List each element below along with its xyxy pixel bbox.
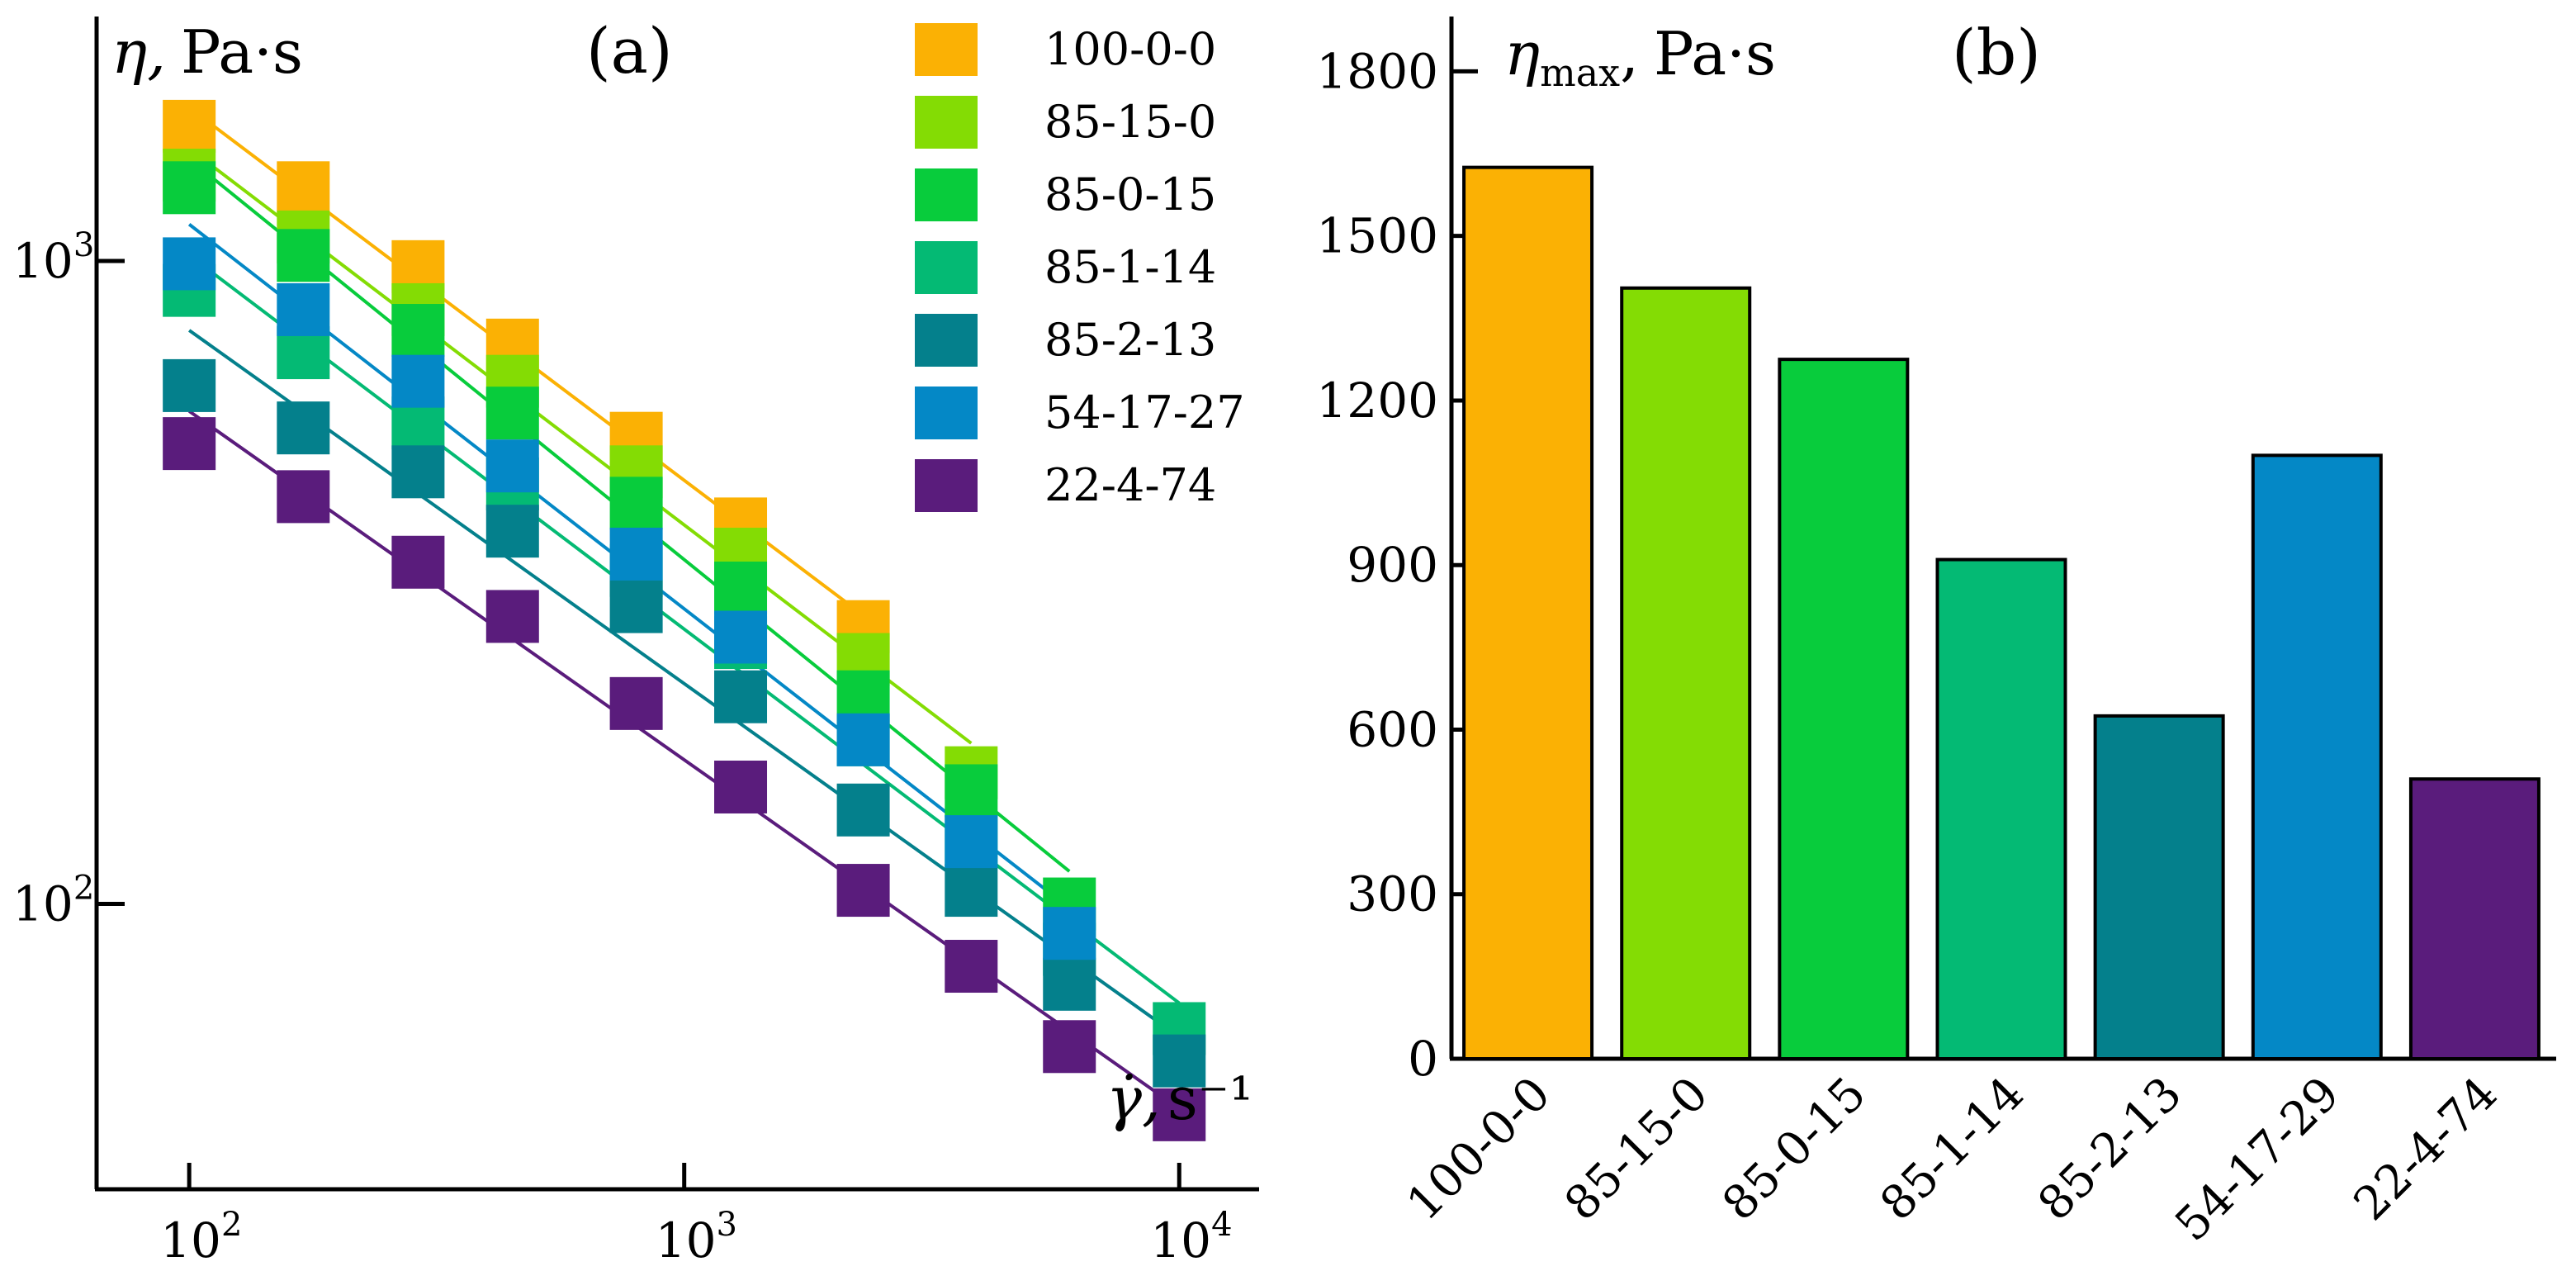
panel-a-legend: 100-0-0 85-15-0 85-0-15 85-1-14 85-2-13 54-17…: [915, 23, 1245, 512]
panel-a-x-axis-title: γ̇, s⁻¹: [1106, 1064, 1253, 1133]
panel-a-legend-label: 85-1-14: [1044, 241, 1216, 293]
panel-a-data-point: [485, 439, 539, 493]
panel-a-data-point: [836, 864, 890, 918]
panel-b-bar: [2408, 777, 2540, 1060]
panel-a-data-point: [163, 161, 216, 215]
panel-a-y-tick-label: 102: [12, 870, 94, 932]
panel-a-fit-line: [187, 254, 1181, 1005]
panel-a-data-point: [945, 764, 998, 818]
panel-a-data-point: [277, 229, 330, 282]
panel-a-data-point: [391, 304, 445, 358]
panel-b-bars: [1462, 165, 2540, 1061]
panel-a-legend-swatch: [915, 168, 978, 221]
panel-b-y-axis-title: ηmax, Pa·s: [1504, 19, 1776, 95]
panel-a-data-point: [714, 562, 768, 615]
panel-a-y-axis-title: η, Pa·s: [111, 17, 303, 87]
panel-a-legend-label: 54-17-27: [1044, 387, 1245, 439]
panel-a-data-point: [391, 535, 445, 589]
panel-b-category-label: 100-0-0: [1397, 1067, 1561, 1231]
panel-b-bar: [1462, 165, 1594, 1061]
panel-a-label: (a): [586, 14, 673, 88]
panel-a-data-points: [163, 99, 1206, 1141]
panel-b-y-tick-label: 0: [1408, 1031, 1438, 1087]
panel-a-data-point: [714, 670, 768, 723]
panel-b-bar: [1620, 286, 1752, 1060]
panel-a-data-point: [485, 387, 539, 440]
panel-a-data-point: [485, 505, 539, 558]
panel-a-legend-label: 100-0-0: [1044, 23, 1216, 75]
panel-a-legend-label: 85-0-15: [1044, 168, 1216, 221]
panel-b-y-tick-label: 1800: [1316, 43, 1438, 99]
panel-a-x-tick-label: 104: [1150, 1206, 1232, 1269]
panel-b-y-ticks: 0 300 600 900 1200 1500 1800: [1316, 43, 1478, 1087]
panel-a-legend-swatch: [915, 387, 978, 439]
panel-b-bar: [1778, 358, 1910, 1060]
panel-b-label: (b): [1952, 16, 2041, 89]
panel-a-fit-lines: [187, 106, 1181, 1110]
panel-a-y-ticks: 102 103: [12, 226, 125, 932]
panel-a-data-point: [277, 470, 330, 524]
panel-a-data-point: [391, 445, 445, 499]
panel-a-data-point: [163, 358, 216, 412]
panel-a-legend-swatch: [915, 23, 978, 76]
panel-a-data-point: [1043, 907, 1096, 960]
panel-a-data-point: [609, 676, 663, 730]
panel-a-data-point: [485, 590, 539, 643]
panel-b-y-tick-label: 1500: [1316, 208, 1438, 264]
panel-a-data-point: [277, 161, 330, 215]
panel-a-legend-swatch: [915, 241, 978, 294]
panel-a-data-point: [836, 713, 890, 766]
panel-a-data-point: [945, 940, 998, 994]
panel-a-data-point: [277, 282, 330, 336]
panel-a-log-plot: 102 103 102 103 104 η, Pa·s γ̇, s⁻¹ (a) 100-0…: [12, 14, 1259, 1269]
panel-a-x-tick-label: 103: [656, 1206, 737, 1269]
panel-a-data-point: [714, 610, 768, 664]
panel-a-data-point: [1043, 1020, 1096, 1074]
panel-a-data-point: [277, 401, 330, 455]
panel-b-bar: [2251, 453, 2383, 1060]
panel-a-data-point: [1043, 957, 1096, 1011]
panel-a-data-point: [836, 783, 890, 837]
panel-b-category-label: 85-2-13: [2028, 1067, 2192, 1231]
panel-a-data-point: [609, 527, 663, 581]
panel-a-data-point: [1153, 1088, 1206, 1141]
panel-b-bar: [2093, 714, 2225, 1060]
panel-a-legend-label: 22-4-74: [1044, 459, 1216, 511]
panel-a-y-tick-label: 103: [12, 226, 94, 289]
panel-b-y-tick-label: 900: [1347, 537, 1438, 593]
panel-a-legend-swatch: [915, 459, 978, 512]
panel-a-fit-line: [188, 329, 1181, 1039]
panel-a-data-point: [945, 864, 998, 918]
panel-a-data-point: [714, 760, 768, 813]
panel-a-legend-swatch: [915, 96, 978, 149]
panel-b-category-label: 85-1-14: [1870, 1067, 2034, 1231]
panel-b-category-label: 85-15-0: [1555, 1067, 1719, 1231]
panel-a-legend-label: 85-2-13: [1044, 314, 1216, 366]
panel-a-legend-label: 85-15-0: [1044, 96, 1216, 148]
panel-a-data-point: [945, 815, 998, 869]
panel-b-category-label: 85-0-15: [1712, 1067, 1877, 1231]
panel-a-data-point: [163, 417, 216, 471]
panel-b-y-tick-label: 300: [1347, 866, 1438, 922]
panel-a-data-point: [163, 99, 216, 153]
panel-a-fit-line: [188, 410, 1181, 1110]
panel-b-category-labels: 100-0-085-15-085-0-1585-1-1485-2-1354-17…: [1397, 1067, 2508, 1252]
panel-b-category-label: 22-4-74: [2344, 1067, 2508, 1231]
panel-b-y-tick-label: 1200: [1316, 372, 1438, 429]
panel-a-legend-swatch: [915, 314, 978, 367]
panel-b-y-tick-label: 600: [1347, 701, 1438, 757]
panel-a-data-point: [391, 354, 445, 408]
panel-b-category-label: 54-17-29: [2165, 1067, 2350, 1252]
panel-a-data-point: [1153, 1034, 1206, 1088]
panel-a-data-point: [609, 580, 663, 633]
panel-b-bar: [1935, 557, 2067, 1060]
panel-a-x-ticks: 102 103 104: [160, 1163, 1233, 1269]
panel-a-data-point: [609, 477, 663, 530]
panel-a-data-point: [163, 237, 216, 291]
panel-a-x-tick-label: 102: [160, 1206, 242, 1269]
